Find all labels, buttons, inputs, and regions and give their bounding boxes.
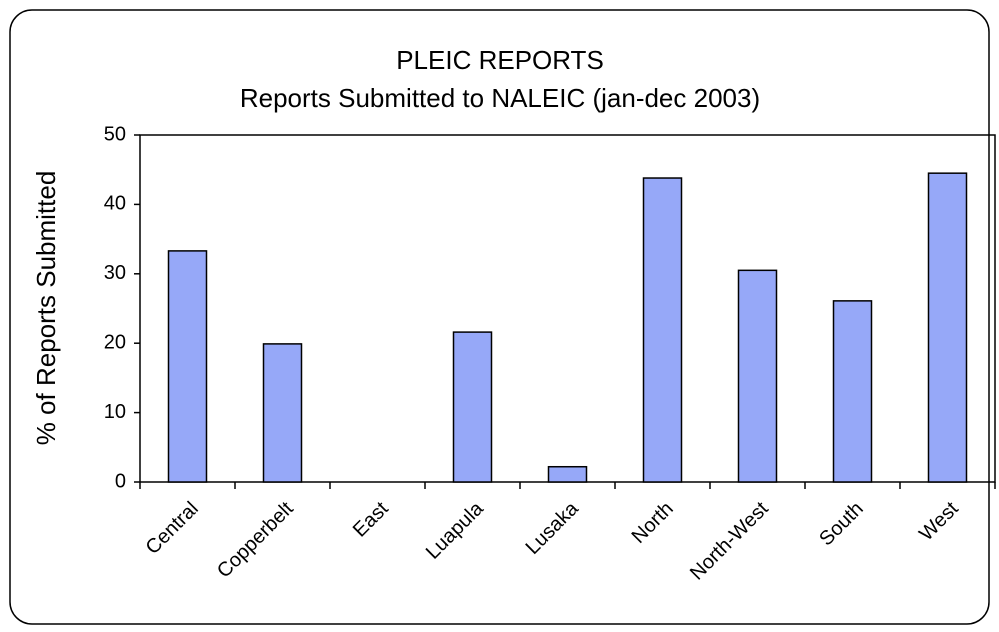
chart-subtitle: Reports Submitted to NALEIC (jan-dec 200… xyxy=(240,83,760,113)
bar xyxy=(452,331,493,483)
bar xyxy=(167,250,208,483)
y-tick-label: 0 xyxy=(115,470,126,492)
y-tick-label: 30 xyxy=(104,262,126,284)
chart-title: PLEIC REPORTS xyxy=(396,45,604,75)
bar xyxy=(737,269,778,483)
bar xyxy=(832,300,873,483)
bar xyxy=(642,177,683,483)
y-tick-label: 50 xyxy=(104,123,126,145)
y-axis-label: % of Reports Submitted xyxy=(31,171,61,446)
bar xyxy=(927,172,968,483)
y-tick-label: 10 xyxy=(104,401,126,423)
y-tick-label: 40 xyxy=(104,193,126,215)
bar xyxy=(547,465,588,483)
y-tick-label: 20 xyxy=(104,331,126,353)
bar xyxy=(262,343,303,483)
